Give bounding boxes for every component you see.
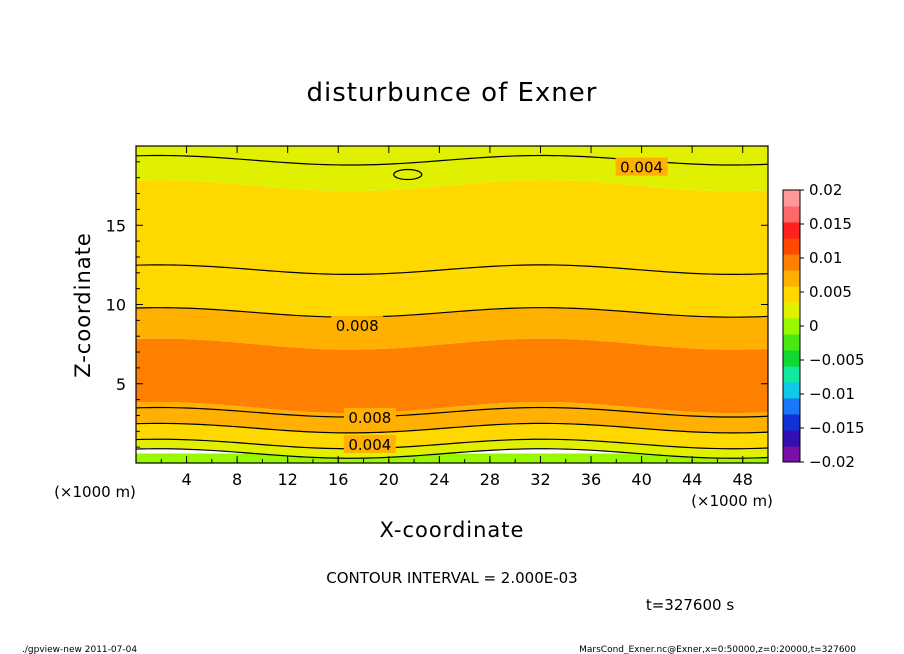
colorbar-label: 0	[809, 317, 819, 335]
x-tick-label: 12	[278, 470, 298, 489]
x-tick-label: 28	[480, 470, 500, 489]
contour-line	[135, 422, 769, 434]
contour-label: 0.004	[620, 159, 663, 177]
x-tick-label: 16	[328, 470, 348, 489]
x-axis: 4 8 12 16 20 24 28 32 36 40 44 48	[160, 146, 753, 489]
x-unit-label-left: (×1000 m)	[54, 483, 136, 501]
contour-label: 0.004	[348, 436, 391, 454]
x-unit-label-right: (×1000 m)	[691, 492, 773, 510]
colorbar-swatch	[783, 366, 800, 383]
y-tick-label: 15	[106, 216, 126, 235]
y-axis: 5 10 15	[106, 161, 768, 448]
colorbar-swatch	[783, 318, 800, 335]
contour-interval-text: CONTOUR INTERVAL = 2.000E-03	[326, 569, 577, 587]
time-text: t=327600 s	[646, 596, 734, 614]
contour-line	[135, 406, 769, 418]
colorbar-swatch	[783, 302, 800, 319]
footer-right: MarsCond_Exner.nc@Exner,x=0:50000,z=0:20…	[579, 645, 856, 654]
chart-title: disturbunce of Exner	[307, 78, 598, 108]
contour-label-background	[343, 434, 396, 453]
contour-band	[136, 338, 768, 414]
contour-line	[135, 307, 769, 318]
colorbar-swatch	[783, 414, 800, 431]
colorbar-swatch	[783, 430, 800, 447]
x-tick-label: 36	[581, 470, 601, 489]
x-tick-label: 20	[379, 470, 399, 489]
y-tick-label: 5	[116, 375, 126, 394]
colorbar-swatch	[783, 206, 800, 223]
colorbar-swatch	[783, 350, 800, 367]
y-tick-label: 10	[106, 296, 126, 315]
colorbar-swatch	[783, 382, 800, 399]
colorbar: 0.02 0.015 0.01 0.005 0 −0.005 −0.01 −0.015 −0.0…	[782, 181, 865, 471]
contour-label-background	[343, 408, 396, 427]
contour-label: 0.008	[336, 317, 379, 335]
x-tick-label: 4	[181, 470, 191, 489]
colorbar-swatch	[783, 286, 800, 303]
colorbar-label: −0.02	[809, 453, 855, 471]
colorbar-label: 0.02	[809, 181, 842, 199]
colorbar-swatch	[783, 446, 800, 463]
contour-line	[135, 448, 769, 459]
contour-band	[136, 422, 768, 450]
x-tick-label: 8	[232, 470, 242, 489]
colorbar-swatch	[783, 398, 800, 415]
contour-band	[136, 180, 768, 279]
contour-band	[136, 438, 768, 460]
colorbar-swatch	[783, 190, 800, 207]
contour-band	[136, 146, 768, 192]
contour-label-background	[331, 316, 384, 335]
contour-line	[135, 264, 769, 275]
contour-band	[136, 267, 768, 318]
footer-left: ./gpview-new 2011-07-04	[22, 645, 137, 654]
colorbar-label: 0.005	[809, 283, 852, 301]
plot-area: 0.004 0.008 0.008 0.004	[135, 145, 769, 464]
x-tick-label: 44	[682, 470, 702, 489]
colorbar-swatch	[783, 254, 800, 271]
colorbar-label: −0.01	[809, 385, 855, 403]
colorbar-label: −0.015	[809, 419, 865, 437]
colorbar-label: 0.015	[809, 215, 852, 233]
x-tick-label: 48	[733, 470, 753, 489]
x-axis-label: X-coordinate	[380, 518, 525, 542]
contour-line	[135, 438, 769, 450]
x-tick-label: 32	[530, 470, 550, 489]
contour-closed-loop	[393, 168, 423, 181]
contour-label-background	[615, 157, 668, 176]
colorbar-swatch	[783, 270, 800, 287]
y-axis-label: Z-coordinate	[71, 232, 95, 378]
x-tick-label: 40	[631, 470, 651, 489]
contour-band	[136, 306, 768, 350]
colorbar-swatch	[783, 334, 800, 351]
colorbar-swatch	[783, 238, 800, 255]
x-tick-label: 24	[429, 470, 449, 489]
colorbar-swatch	[783, 222, 800, 239]
colorbar-label: −0.005	[809, 351, 865, 369]
colorbar-label: 0.01	[809, 249, 842, 267]
contour-label: 0.008	[348, 409, 391, 427]
